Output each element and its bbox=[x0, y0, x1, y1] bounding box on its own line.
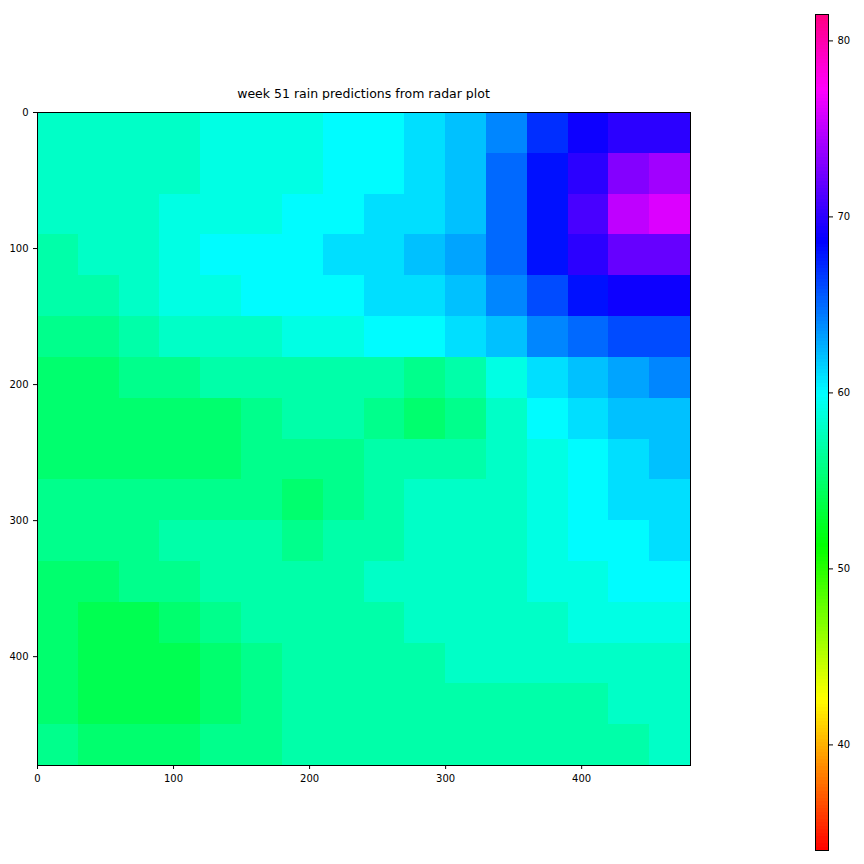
svg-text:400: 400 bbox=[9, 651, 28, 662]
svg-text:400: 400 bbox=[572, 773, 591, 784]
svg-text:40: 40 bbox=[838, 739, 851, 750]
svg-text:80: 80 bbox=[838, 35, 851, 46]
svg-text:0: 0 bbox=[34, 773, 40, 784]
svg-text:0: 0 bbox=[22, 107, 28, 118]
svg-text:70: 70 bbox=[838, 211, 851, 222]
svg-text:60: 60 bbox=[838, 387, 851, 398]
svg-text:200: 200 bbox=[300, 773, 319, 784]
svg-text:200: 200 bbox=[9, 379, 28, 390]
svg-text:100: 100 bbox=[9, 243, 28, 254]
svg-text:300: 300 bbox=[436, 773, 455, 784]
html-text:week 51 rain predictions from: week 51 rain predictions from radar plot bbox=[237, 86, 490, 101]
svg-text:100: 100 bbox=[164, 773, 183, 784]
svg-text:300: 300 bbox=[9, 515, 28, 526]
svg-text:50: 50 bbox=[838, 563, 851, 574]
